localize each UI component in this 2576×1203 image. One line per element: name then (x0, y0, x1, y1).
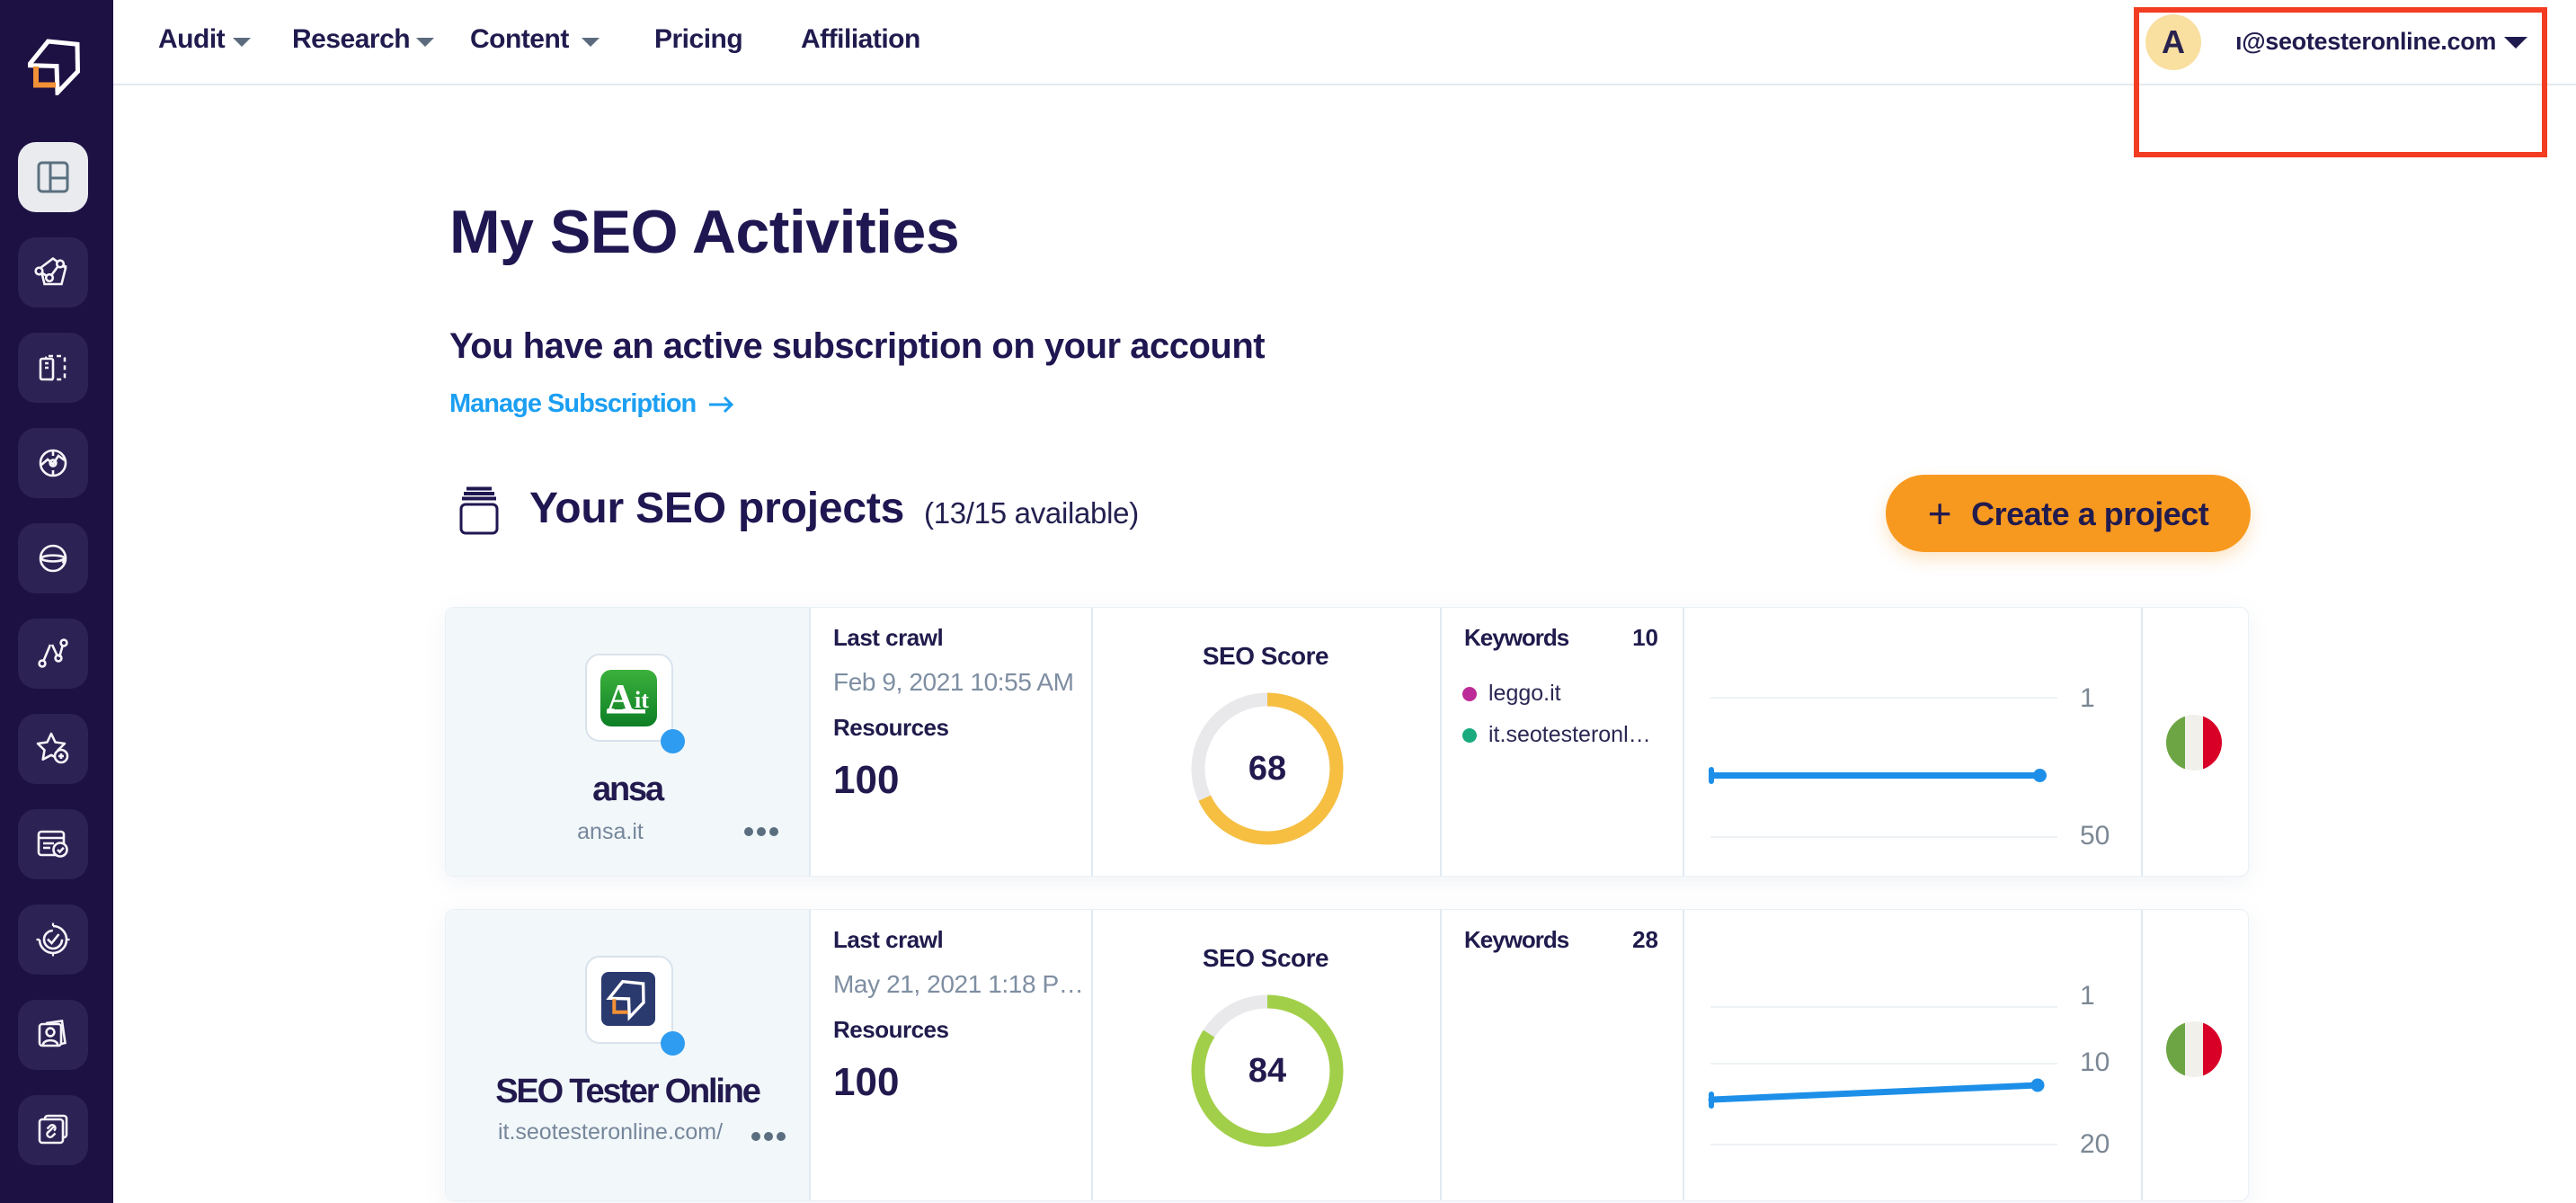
svg-text:it: it (635, 687, 649, 713)
